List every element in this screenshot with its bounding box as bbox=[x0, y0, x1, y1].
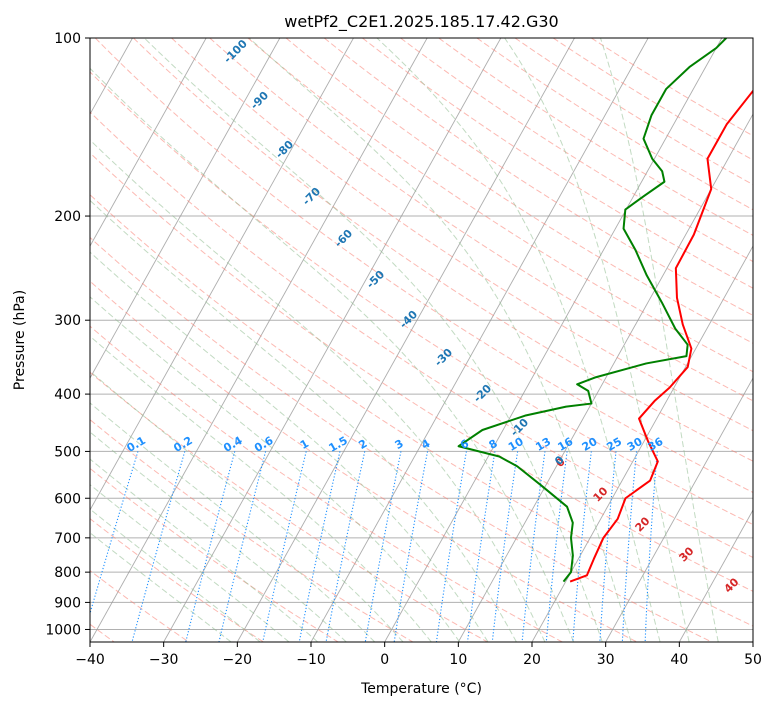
mixing-ratio-line bbox=[131, 451, 186, 642]
x-tick-label: −40 bbox=[75, 652, 105, 668]
moist-adiabat-line bbox=[90, 296, 461, 642]
moist-adiabat-line bbox=[90, 431, 347, 642]
x-tick-label: 20 bbox=[523, 652, 541, 668]
isotherm-line bbox=[531, 245, 753, 642]
y-tick-label: 300 bbox=[54, 313, 81, 329]
moist-adiabat-line bbox=[90, 251, 489, 642]
y-tick-label: 900 bbox=[54, 595, 81, 611]
plot-frame bbox=[89, 37, 754, 643]
x-tick-label: 10 bbox=[449, 652, 467, 668]
moist-adiabat-line bbox=[90, 335, 432, 642]
moist-adiabat-line bbox=[90, 402, 376, 642]
mixing-ratio-line bbox=[644, 451, 658, 642]
mixing-ratio-line bbox=[90, 451, 139, 616]
isotherm-line bbox=[90, 38, 354, 511]
dry-adiabat-line bbox=[362, 38, 753, 289]
y-tick-label: 600 bbox=[54, 491, 81, 507]
isotherm-line bbox=[457, 113, 753, 642]
mixing-ratio-line bbox=[621, 451, 638, 642]
moist-adiabat-line bbox=[504, 38, 690, 642]
mixing-ratio-line bbox=[364, 451, 402, 642]
mixing-ratio-line bbox=[599, 451, 617, 642]
chart-title: wetPf2_C2E1.2025.185.17.42.G30 bbox=[284, 12, 558, 32]
dry-adiabat-line bbox=[400, 38, 753, 263]
mixing-ratio-line bbox=[298, 451, 341, 642]
dry-adiabat-line bbox=[476, 38, 753, 211]
mixing-ratio-line bbox=[393, 451, 429, 642]
dry-adiabat-line bbox=[285, 38, 753, 344]
x-tick-label: 40 bbox=[670, 652, 688, 668]
isotherm-line bbox=[90, 38, 281, 379]
x-tick-label: −10 bbox=[296, 652, 326, 668]
dry-adiabat-line bbox=[90, 371, 488, 642]
dry-adiabat-line bbox=[552, 38, 753, 161]
dry-adiabat-line bbox=[90, 325, 563, 642]
mixing-ratio-line bbox=[262, 451, 307, 642]
axes: −40 −30 −20 −10 0 10 20 30 40 50 100 200 300 400 500 60… bbox=[45, 31, 762, 668]
dry-adiabat-line bbox=[247, 38, 753, 373]
moist-adiabat-line bbox=[90, 199, 517, 642]
moist-adiabat-line bbox=[600, 38, 719, 642]
background-lines bbox=[90, 38, 753, 642]
dry-adiabat-line bbox=[90, 152, 753, 592]
y-tick-label: 400 bbox=[54, 387, 81, 403]
moist-adiabat-line bbox=[90, 532, 232, 642]
dry-adiabat-line bbox=[90, 467, 339, 642]
y-axis-title: Pressure (hPa) bbox=[12, 290, 28, 390]
moist-adiabat-line bbox=[90, 508, 261, 642]
dry-adiabat-line bbox=[90, 194, 753, 627]
x-tick-label: 30 bbox=[597, 652, 615, 668]
moist-adiabat-line bbox=[90, 67, 575, 642]
y-tick-label: 1000 bbox=[45, 622, 81, 638]
y-tick-label: 100 bbox=[54, 31, 81, 47]
x-axis-title: Temperature (°C) bbox=[360, 681, 482, 697]
y-tick-label: 800 bbox=[54, 565, 81, 581]
isotherm-line bbox=[90, 38, 428, 642]
moist-adiabat-line bbox=[90, 458, 319, 642]
dry-adiabat-line bbox=[90, 518, 264, 642]
isotherm-line bbox=[90, 38, 207, 248]
dry-adiabat-line bbox=[90, 236, 712, 642]
mixing-ratio-line bbox=[325, 451, 366, 642]
y-tick-label: 700 bbox=[54, 531, 81, 547]
isotherm-line bbox=[236, 38, 575, 642]
isotherm-line bbox=[605, 377, 753, 642]
isotherm-line bbox=[678, 509, 753, 642]
moist-adiabat-line bbox=[248, 38, 632, 642]
temperature-profile-line bbox=[569, 89, 753, 583]
y-tick-label: 200 bbox=[54, 209, 81, 225]
dry-adiabat-line bbox=[90, 71, 753, 526]
dry-adiabat-line bbox=[90, 280, 638, 642]
dry-adiabat-line bbox=[94, 38, 753, 494]
dry-adiabat-line bbox=[209, 38, 753, 402]
isotherm-line bbox=[163, 38, 502, 642]
profile-lines bbox=[457, 38, 753, 583]
dewpoint-profile-line bbox=[457, 38, 727, 583]
x-tick-label: −30 bbox=[149, 652, 179, 668]
y-tick-label: 500 bbox=[54, 444, 81, 460]
x-tick-label: 0 bbox=[380, 652, 389, 668]
mixing-ratio-line bbox=[185, 451, 236, 642]
dry-adiabat-line bbox=[171, 38, 753, 432]
mixing-ratio-line bbox=[218, 451, 267, 642]
isotherm-line bbox=[384, 38, 723, 642]
moist-adiabat-line bbox=[90, 139, 546, 642]
x-tick-label: −20 bbox=[223, 652, 253, 668]
moist-adiabat-line bbox=[90, 484, 290, 642]
moist-adiabat-line bbox=[90, 370, 404, 642]
x-tick-label: 50 bbox=[744, 652, 762, 668]
